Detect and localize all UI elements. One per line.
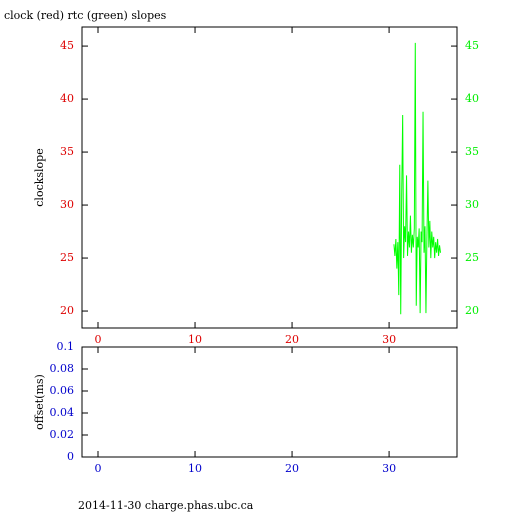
plot-frame	[81, 346, 458, 458]
x-tick-label: 20	[285, 462, 299, 475]
x-tick-label: 0	[95, 333, 102, 346]
y-tick-label: 0.08	[50, 362, 75, 375]
x-tick-label: 30	[382, 462, 396, 475]
y-tick-label: 0	[67, 450, 74, 463]
y-tick-label: 0.1	[57, 340, 75, 353]
y-tick-label: 0.04	[50, 406, 75, 419]
y2-tick-label: 25	[465, 251, 479, 264]
y-tick-label: 20	[60, 304, 74, 317]
y-tick-label: 0.06	[50, 384, 75, 397]
y2-tick-label: 40	[465, 92, 479, 105]
y2-tick-label: 20	[465, 304, 479, 317]
footer: 2014-11-30 charge.phas.ubc.ca	[78, 499, 254, 512]
y2-tick-label: 35	[465, 145, 479, 158]
y-tick-label: 45	[60, 39, 74, 52]
y2-tick-label: 45	[465, 39, 479, 52]
y-tick-label: 35	[60, 145, 74, 158]
y2-tick-label: 30	[465, 198, 479, 211]
x-tick-label: 10	[188, 333, 202, 346]
x-tick-label: 0	[95, 462, 102, 475]
chart-title: clock (red) rtc (green) slopes	[4, 9, 167, 22]
y-tick-label: 40	[60, 92, 74, 105]
y-tick-label: 0.02	[50, 428, 75, 441]
plot-frame	[81, 26, 458, 329]
y-axis-label: offset(ms)	[33, 374, 46, 430]
x-tick-label: 10	[188, 462, 202, 475]
y-tick-label: 30	[60, 198, 74, 211]
x-tick-label: 20	[285, 333, 299, 346]
y-tick-label: 25	[60, 251, 74, 264]
x-tick-label: 30	[382, 333, 396, 346]
data-line	[393, 42, 442, 315]
y-axis-label: clockslope	[33, 148, 46, 206]
